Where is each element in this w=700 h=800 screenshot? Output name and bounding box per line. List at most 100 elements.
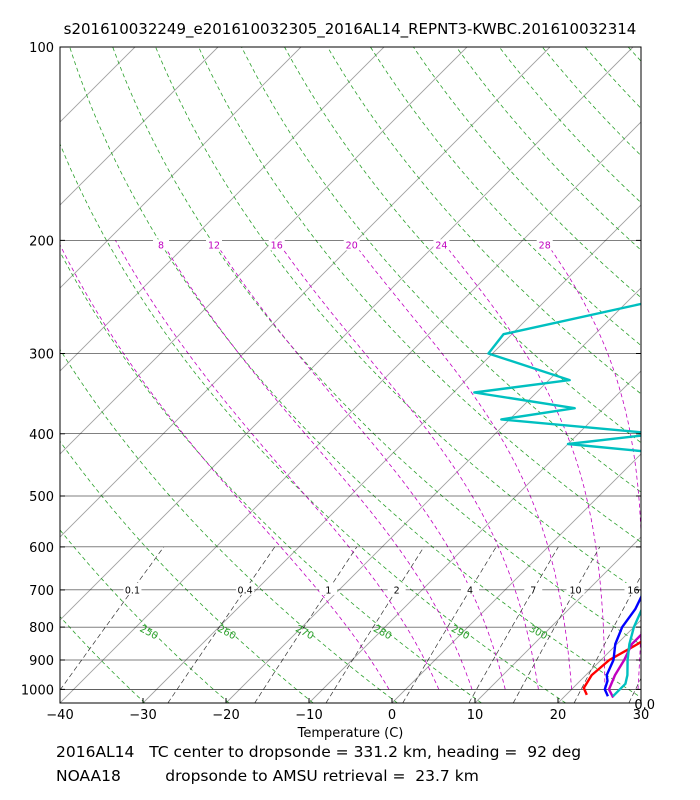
mixing-ratio-label-bg bbox=[461, 582, 480, 595]
y-tick-label: 500 bbox=[29, 490, 54, 505]
mixing-ratio-label-bg bbox=[123, 582, 142, 595]
chart-title: s201610032249_e201610032305_2016AL14_REP… bbox=[63, 20, 637, 38]
moist-adiabat-label-bg bbox=[343, 239, 360, 251]
mixing-ratio-line bbox=[512, 546, 601, 703]
dry-adiabat-line bbox=[498, 47, 641, 204]
moist-adiabat-line bbox=[651, 240, 689, 689]
x-tick-label: 0 bbox=[388, 708, 396, 723]
isotherm-line bbox=[225, 287, 641, 703]
mixing-ratio-label: 7 bbox=[530, 585, 536, 596]
isotherm-line bbox=[60, 47, 634, 621]
mixing-ratio-line bbox=[628, 677, 641, 703]
mixing-ratio-line bbox=[60, 546, 165, 691]
dry-adiabat-line bbox=[69, 47, 641, 698]
moist-adiabat-line bbox=[351, 240, 572, 690]
footer-line-1: 2016AL14 TC center to dropsonde = 331.2 … bbox=[56, 743, 582, 761]
mixing-ratio-label: 16 bbox=[627, 585, 639, 596]
moist-adiabat-line bbox=[60, 243, 390, 690]
isotherm-line bbox=[640, 702, 641, 703]
dry-adiabat-line bbox=[241, 47, 641, 493]
mixing-ratio-line bbox=[325, 546, 425, 703]
mixing-ratio-label-bg bbox=[524, 582, 543, 595]
series-line-blue-temperature bbox=[603, 594, 641, 697]
mixing-ratio-label-bg bbox=[624, 582, 643, 595]
moist-adiabat-label: 20 bbox=[346, 240, 358, 251]
moist-adiabat-label-bg bbox=[206, 239, 223, 251]
dry-adiabat-line bbox=[155, 47, 641, 594]
x-axis-label: Temperature (C) bbox=[297, 726, 404, 741]
moist-adiabat-label-bg bbox=[433, 239, 450, 251]
mixing-ratio-label-bg bbox=[387, 582, 406, 595]
mixing-ratio-label: 4 bbox=[467, 585, 473, 596]
x-tick-label: −20 bbox=[212, 708, 239, 723]
isotherm-line bbox=[60, 47, 136, 123]
moist-adiabat-label-bg bbox=[268, 239, 285, 251]
moist-adiabat-label-bg bbox=[153, 239, 170, 251]
y-tick-label: 900 bbox=[29, 654, 54, 669]
isotherm-line bbox=[474, 536, 641, 703]
plot-frame bbox=[59, 46, 642, 704]
x-tick-label: −10 bbox=[295, 708, 322, 723]
moist-adiabat-line bbox=[276, 240, 539, 690]
dry-adiabat-line bbox=[455, 47, 641, 251]
y-tick-label: 1000 bbox=[21, 683, 54, 698]
moist-adiabat-label: 12 bbox=[208, 240, 220, 251]
series-line-cyan-dewpoint bbox=[473, 302, 641, 698]
dry-adiabat-line bbox=[60, 142, 566, 703]
dry-adiabat-label: 250 bbox=[138, 624, 160, 643]
dry-adiabat-line bbox=[671, 47, 700, 703]
isotherm-line bbox=[391, 453, 641, 703]
dry-adiabat-label: 290 bbox=[449, 624, 471, 643]
dry-adiabat-line bbox=[60, 440, 314, 703]
dry-adiabat-line bbox=[541, 47, 641, 157]
dry-adiabat-line bbox=[584, 47, 641, 109]
x-tick-label: 20 bbox=[550, 708, 567, 723]
dry-adiabat-label: 270 bbox=[293, 624, 315, 643]
isotherm-line bbox=[60, 47, 468, 455]
moist-adiabat-label: 16 bbox=[271, 240, 283, 251]
dry-adiabat-line bbox=[112, 47, 641, 646]
dry-adiabat-line bbox=[627, 47, 641, 62]
isotherm-line bbox=[142, 204, 641, 703]
dry-adiabat-line bbox=[60, 701, 61, 703]
y-tick-label: 300 bbox=[29, 347, 54, 362]
dry-adiabat-line bbox=[60, 529, 230, 703]
isotherm-line bbox=[60, 47, 219, 206]
mixing-ratio-label-bg bbox=[236, 582, 255, 595]
y-tick-label: 600 bbox=[29, 541, 54, 556]
moist-adiabat-line bbox=[213, 240, 506, 690]
corner-label: 0.0 bbox=[634, 698, 655, 713]
moist-adiabat-label: 24 bbox=[435, 240, 447, 251]
isotherm-line bbox=[60, 121, 641, 703]
moist-adiabat-label: 28 bbox=[539, 240, 551, 251]
isotherm-line bbox=[60, 47, 385, 372]
series-line-magenta-temperature bbox=[607, 633, 641, 699]
x-tick-label: 30 bbox=[633, 708, 650, 723]
y-tick-label: 700 bbox=[29, 584, 54, 599]
mixing-ratio-label: 10 bbox=[569, 585, 581, 596]
dry-adiabat-line bbox=[60, 251, 482, 703]
moist-adiabat-label-bg bbox=[536, 239, 553, 251]
mixing-ratio-label: 2 bbox=[394, 585, 400, 596]
y-tick-label: 800 bbox=[29, 621, 54, 636]
footer-line-2: NOAA18 dropsonde to AMSU retrieval = 23.… bbox=[56, 767, 479, 785]
moist-adiabat-line bbox=[544, 240, 641, 690]
dry-adiabat-line bbox=[198, 47, 641, 543]
isotherm-line bbox=[60, 47, 551, 538]
isotherm-line bbox=[557, 619, 641, 703]
mixing-ratio-line bbox=[167, 546, 276, 703]
mixing-ratio-line bbox=[573, 575, 641, 703]
mixing-ratio-label: 0.4 bbox=[238, 585, 253, 596]
x-tick-label: −30 bbox=[129, 708, 156, 723]
y-tick-label: 400 bbox=[29, 428, 54, 443]
mixing-ratio-label-bg bbox=[319, 582, 338, 595]
mixing-ratio-label: 1 bbox=[325, 585, 331, 596]
dry-adiabat-label: 280 bbox=[371, 624, 393, 643]
dry-adiabat-line bbox=[60, 616, 146, 703]
x-tick-label: 10 bbox=[467, 708, 484, 723]
mixing-ratio-label: 0.1 bbox=[125, 585, 140, 596]
moist-adiabat-label: 8 bbox=[158, 240, 164, 251]
isotherm-line bbox=[0, 47, 52, 703]
dry-adiabat-label: 260 bbox=[215, 624, 237, 643]
